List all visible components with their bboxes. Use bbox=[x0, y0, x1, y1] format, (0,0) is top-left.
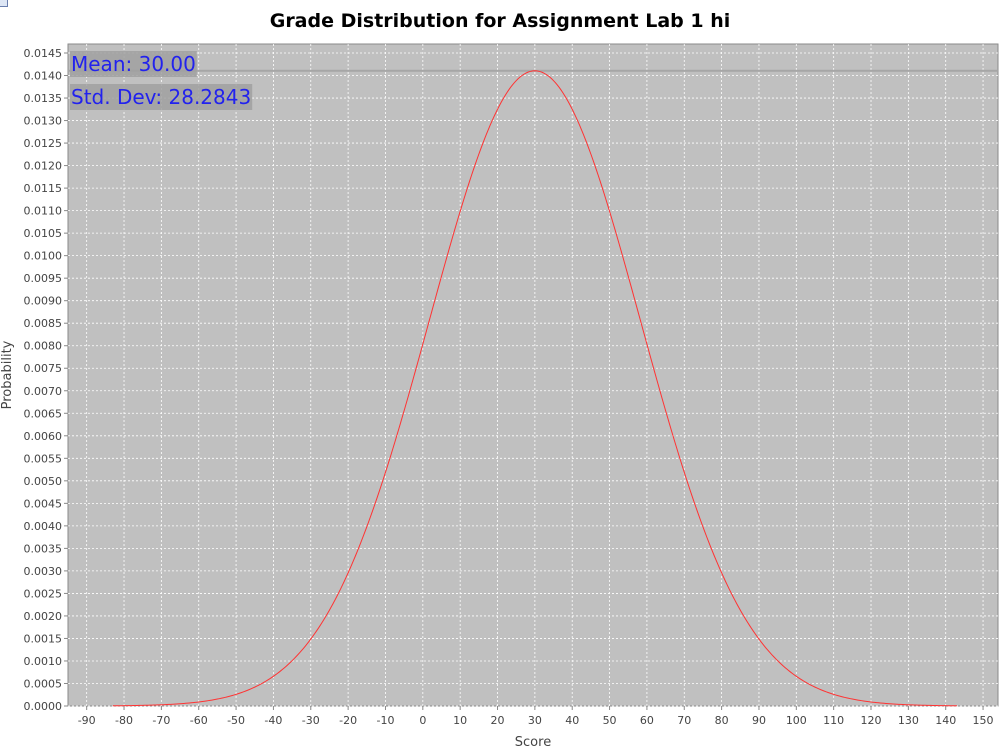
y-tick-label: 0.0030 bbox=[24, 565, 63, 578]
y-tick-label: 0.0095 bbox=[24, 272, 63, 285]
y-tick-label: 0.0020 bbox=[24, 610, 63, 623]
y-tick-label: 0.0115 bbox=[24, 182, 63, 195]
y-tick-label: 0.0085 bbox=[24, 317, 63, 330]
x-tick-label: -80 bbox=[115, 714, 133, 727]
plot-area bbox=[67, 43, 999, 707]
y-tick-label: 0.0005 bbox=[24, 677, 63, 690]
gridlines bbox=[68, 44, 998, 707]
y-tick-label: 0.0050 bbox=[24, 475, 63, 488]
y-tick-label: 0.0120 bbox=[24, 160, 63, 173]
x-tick-label: 50 bbox=[603, 714, 617, 727]
x-tick-label: 0 bbox=[419, 714, 426, 727]
chart-title: Grade Distribution for Assignment Lab 1 … bbox=[269, 10, 731, 32]
mean-label-background bbox=[70, 51, 197, 77]
x-tick-label: 40 bbox=[565, 714, 579, 727]
x-tick-label: 60 bbox=[640, 714, 654, 727]
std-dev-label: Std. Dev: 28.2843 bbox=[71, 85, 251, 109]
y-tick-label: 0.0130 bbox=[24, 115, 63, 128]
y-tick-label: 0.0045 bbox=[24, 497, 63, 510]
y-tick-label: 0.0135 bbox=[24, 92, 63, 105]
x-tick-label: -70 bbox=[152, 714, 170, 727]
x-tick-label: 10 bbox=[453, 714, 467, 727]
y-axis: 0.0000 0.0005 0.0010 0.0015 0.0020 0.0025 0.00… bbox=[24, 47, 68, 713]
y-tick-label: 0.0105 bbox=[24, 227, 63, 240]
x-tick-label: 130 bbox=[898, 714, 919, 727]
x-tick-label: -90 bbox=[78, 714, 96, 727]
window-icon bbox=[0, 0, 8, 7]
std-dev-label-background bbox=[70, 84, 253, 110]
y-tick-label: 0.0060 bbox=[24, 430, 63, 443]
x-tick-label: 70 bbox=[677, 714, 691, 727]
x-tick-label: -60 bbox=[190, 714, 208, 727]
y-tick-label: 0.0100 bbox=[24, 250, 63, 263]
x-tick-label: -50 bbox=[227, 714, 245, 727]
y-tick-label: 0.0035 bbox=[24, 542, 63, 555]
y-tick-label: 0.0110 bbox=[24, 205, 63, 218]
y-tick-label: 0.0010 bbox=[24, 655, 63, 668]
x-tick-label: -10 bbox=[376, 714, 394, 727]
y-tick-label: 0.0055 bbox=[24, 452, 63, 465]
x-tick-label: -30 bbox=[302, 714, 320, 727]
y-tick-label: 0.0000 bbox=[24, 700, 63, 713]
distribution-curve bbox=[112, 70, 957, 707]
x-axis-title: Score bbox=[515, 735, 551, 750]
y-tick-label: 0.0025 bbox=[24, 587, 63, 600]
y-axis-title: Probability bbox=[0, 340, 15, 409]
x-tick-label: 120 bbox=[861, 714, 882, 727]
y-tick-label: 0.0080 bbox=[24, 340, 63, 353]
x-tick-label: 80 bbox=[715, 714, 729, 727]
x-tick-label: 100 bbox=[786, 714, 807, 727]
x-tick-label: -40 bbox=[264, 714, 282, 727]
y-tick-label: 0.0090 bbox=[24, 295, 63, 308]
y-tick-label: 0.0015 bbox=[24, 632, 63, 645]
y-tick-label: 0.0145 bbox=[24, 47, 63, 60]
x-tick-label: 30 bbox=[528, 714, 542, 727]
y-tick-label: 0.0070 bbox=[24, 385, 63, 398]
y-tick-label: 0.0065 bbox=[24, 407, 63, 420]
x-axis: -90 -80 -70 -60 -50 -40 -30 -20 -10 0 10 20 30 40 50 60… bbox=[78, 706, 994, 727]
y-tick-label: 0.0140 bbox=[24, 70, 63, 83]
x-tick-label: 110 bbox=[823, 714, 844, 727]
y-tick-label: 0.0040 bbox=[24, 520, 63, 533]
x-tick-label: -20 bbox=[339, 714, 357, 727]
y-tick-label: 0.0125 bbox=[24, 137, 63, 150]
x-tick-label: 150 bbox=[973, 714, 994, 727]
x-tick-label: 20 bbox=[491, 714, 505, 727]
y-tick-label: 0.0075 bbox=[24, 362, 63, 375]
mean-label: Mean: 30.00 bbox=[71, 52, 196, 76]
x-tick-label: 140 bbox=[935, 714, 956, 727]
x-tick-label: 90 bbox=[752, 714, 766, 727]
